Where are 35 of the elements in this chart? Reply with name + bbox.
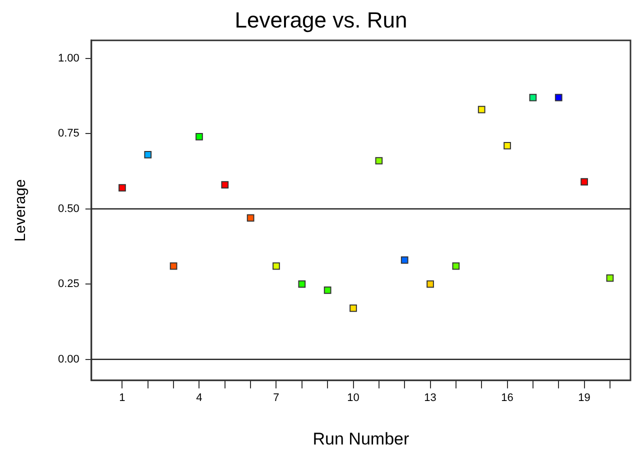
point — [272, 262, 280, 270]
y-tick-label: 0.50 — [58, 202, 80, 215]
point — [504, 142, 511, 150]
x-tick-label: 10 — [347, 392, 360, 404]
point — [118, 184, 126, 192]
x-tick-label: 4 — [196, 392, 202, 404]
y-tick-label: 0.25 — [58, 278, 80, 290]
point — [246, 214, 254, 222]
y-tick-label: 0.75 — [58, 128, 80, 140]
point — [221, 181, 229, 189]
x-tick-label: 1 — [119, 392, 126, 404]
point — [144, 151, 152, 158]
x-axis-title: Run Number — [312, 429, 410, 448]
x-tick-label: 16 — [501, 392, 514, 404]
point — [196, 133, 203, 140]
x-tick-label: 19 — [578, 392, 590, 404]
y-tick-label: 0.00 — [58, 353, 80, 366]
point — [580, 178, 588, 186]
point — [478, 106, 486, 114]
chart-title: Leverage vs. Run — [234, 7, 408, 32]
point — [606, 274, 614, 282]
point — [452, 262, 460, 270]
point — [400, 256, 408, 264]
point — [529, 94, 537, 102]
point — [298, 280, 306, 288]
y-axis-title: Leverage — [12, 179, 30, 242]
point — [426, 280, 434, 288]
point — [350, 304, 357, 312]
point — [554, 94, 562, 102]
point — [375, 157, 383, 164]
point — [324, 286, 332, 294]
x-tick-label: 7 — [273, 392, 280, 404]
point — [170, 262, 178, 270]
y-tick-label: 1.00 — [58, 52, 80, 64]
x-tick-label: 13 — [424, 392, 436, 404]
